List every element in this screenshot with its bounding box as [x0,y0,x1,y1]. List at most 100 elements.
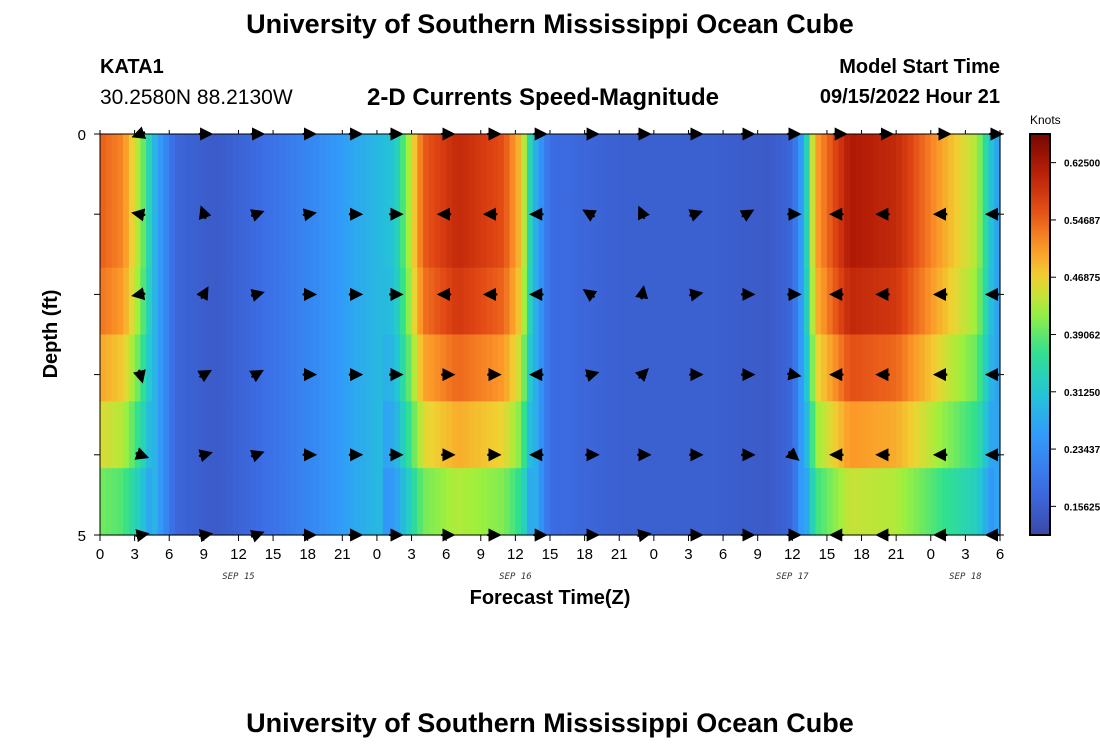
heatmap-cell [665,401,672,469]
heatmap-cell [988,134,995,202]
x-tick-label: 18 [853,546,870,563]
heatmap-cell [665,200,672,269]
heatmap-cell [446,401,453,469]
heatmap-cell [169,334,176,402]
heatmap-cell [844,401,851,469]
heatmap-cell [959,200,966,269]
heatmap-cell [198,334,205,402]
heatmap-cell [815,200,822,269]
heatmap-cell [590,334,597,402]
heatmap-cell [105,134,113,202]
heatmap-cell [382,200,390,269]
heatmap-cell [371,200,378,269]
heatmap-cell [861,468,868,536]
heatmap-cell [417,401,424,469]
heatmap-cell [538,267,545,336]
heatmap-cell [607,468,615,536]
heatmap-cell [878,267,886,336]
heatmap-cell [440,334,447,402]
heatmap-cell [428,468,436,536]
heatmap-cell [659,334,666,402]
heatmap-cell [676,468,684,536]
heatmap-cell [642,267,649,336]
heatmap-cell [757,334,765,402]
heatmap-cell [273,468,280,536]
heatmap-cell [700,334,707,402]
heatmap-cell [296,267,303,336]
heatmap-cell [244,468,251,536]
heatmap-cell [734,334,741,402]
heatmap-cell [475,200,482,269]
heatmap-cell [728,134,736,202]
heatmap-cell [792,468,799,536]
heatmap-cell [140,134,147,202]
heatmap-cell [959,334,966,402]
heatmap-cell [988,267,995,336]
heatmap-cell [157,401,165,469]
heatmap-cell [175,267,182,336]
heatmap-cell [948,134,955,202]
heatmap-cell [221,267,228,336]
heatmap-cell [267,134,274,202]
x-tick-label: 12 [507,546,524,563]
heatmap-cell [890,200,897,269]
heatmap-cell [451,267,459,336]
heatmap-cell [111,134,118,202]
heatmap-cell [405,468,413,536]
heatmap-cell [226,267,234,336]
heatmap-cell [717,401,724,469]
heatmap-cell [244,134,251,202]
heatmap-cell [607,334,615,402]
heatmap-cell [238,468,245,536]
heatmap-cell [486,468,493,536]
heatmap-cell [792,267,799,336]
heatmap-cell [642,334,649,402]
heatmap-cell [498,134,505,202]
heatmap-cell [180,334,188,402]
heatmap-cell [913,200,920,269]
heatmap-cell [590,401,597,469]
heatmap-cell [192,334,199,402]
heatmap-cell [261,134,268,202]
heatmap-cell [134,267,141,336]
heatmap-cell [100,134,107,202]
heatmap-cell [480,134,488,202]
heatmap-cell [503,468,511,536]
heatmap-cell [469,334,476,402]
heatmap-cell [325,401,332,469]
heatmap-cell [226,134,234,202]
heatmap-cell [578,468,586,536]
heatmap-cell [740,200,747,269]
heatmap-cell [942,134,949,202]
heatmap-cell [186,200,193,269]
heatmap-cell [607,134,615,202]
heatmap-cell [400,134,407,202]
heatmap-cell [930,468,938,536]
current-arrow [635,285,649,300]
heatmap-cell [330,334,338,402]
heatmap-cell [642,134,649,202]
heatmap-cell [388,267,395,336]
current-arrow [133,369,146,384]
heatmap-cell [803,334,811,402]
heatmap-cell [325,334,332,402]
heatmap-cell [411,468,418,536]
heatmap-cell [169,468,176,536]
heatmap-cell [601,401,609,469]
heatmap-cell [405,200,413,269]
current-arrow [585,369,600,382]
heatmap-cell [140,267,147,336]
heatmap-cell [919,468,926,536]
heatmap-cell [359,134,366,202]
heatmap-cell [163,200,170,269]
heatmap-cell [353,468,361,536]
heatmap-cell [238,134,245,202]
heatmap-cell [365,200,372,269]
heatmap-cell [994,134,1001,202]
heatmap-cell [584,468,591,536]
heatmap-cell [671,468,678,536]
heatmap-cell [434,267,441,336]
heatmap-cell [676,267,684,336]
heatmap-cell [798,134,805,202]
heatmap-cell [982,334,990,402]
